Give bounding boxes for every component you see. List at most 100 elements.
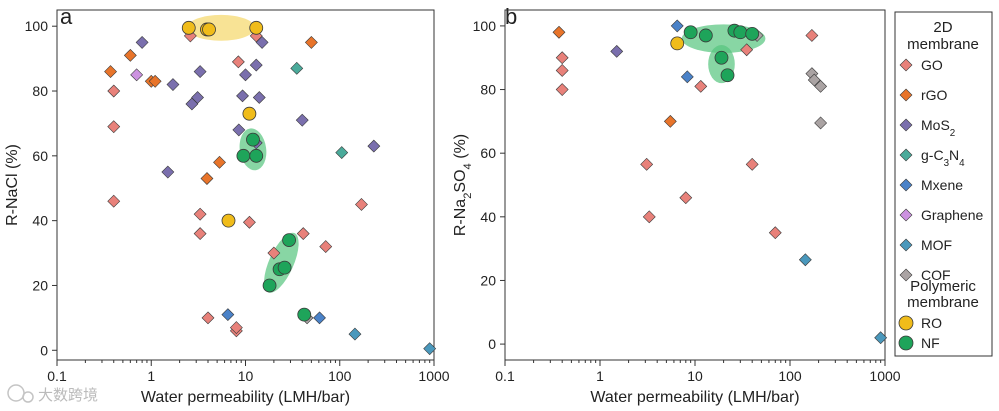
point-rgo — [213, 155, 226, 169]
legend-label-nf: NF — [921, 335, 940, 351]
point-ro — [242, 106, 257, 121]
point-ro — [202, 22, 216, 37]
legend: 2D membrane GO rGO MoS2 g-C3N4 Mxene Graphene MO… — [894, 11, 993, 357]
point-mos2 — [610, 44, 624, 58]
point-go — [640, 157, 654, 171]
legend-marker-rgo — [899, 88, 913, 102]
y-tick-label: 80 — [480, 82, 496, 98]
legend-marker-nf — [898, 335, 914, 351]
point-go — [642, 210, 656, 224]
point-go — [193, 227, 207, 241]
point-mos2 — [161, 165, 175, 179]
point-nf — [745, 26, 760, 41]
y-tick-label: 40 — [32, 213, 48, 229]
point-go — [740, 43, 754, 57]
point-mos2 — [249, 58, 263, 72]
point-mxene — [313, 311, 326, 325]
legend-heading-polymeric: Polymeric membrane — [907, 278, 979, 311]
panel-letter: a — [60, 4, 73, 29]
point-rgo — [663, 114, 677, 128]
point-ro — [181, 20, 196, 35]
legend-marker-ro — [898, 315, 914, 331]
point-mos2 — [166, 78, 180, 91]
point-ro — [670, 36, 685, 51]
legend-marker-cof — [899, 268, 913, 282]
legend-marker-mxene — [899, 178, 913, 192]
point-nf — [714, 50, 729, 65]
point-rgo — [552, 25, 566, 39]
point-nf — [236, 148, 251, 163]
point-mos2 — [239, 68, 252, 82]
point-nf — [720, 68, 735, 83]
point-go — [296, 227, 310, 241]
point-go — [555, 64, 569, 77]
x-tick-label: 10 — [238, 368, 254, 384]
point-go — [107, 84, 121, 98]
x-tick-label: 1 — [147, 368, 155, 384]
x-tick-label: 1000 — [418, 368, 449, 384]
watermark: 大数跨境 — [7, 384, 98, 404]
point-mos2 — [191, 91, 204, 104]
legend-heading-2d: 2D membrane — [907, 19, 979, 53]
y-tick-label: 80 — [32, 83, 48, 99]
point-nf — [683, 25, 698, 40]
point-go — [694, 79, 708, 93]
legend-marker-mos2 — [899, 118, 913, 132]
legend-marker-mof — [899, 238, 913, 252]
watermark-text: 大数跨境 — [38, 386, 98, 404]
point-ro — [249, 20, 264, 35]
y-tick-label: 20 — [32, 277, 48, 293]
y-tick-label: 40 — [480, 209, 496, 225]
point-go — [805, 29, 819, 42]
point-go — [768, 226, 782, 240]
legend-marker-g-c3n4 — [899, 148, 913, 162]
point-mos2 — [367, 139, 381, 153]
point-mos2 — [252, 91, 266, 104]
point-nf — [282, 233, 296, 247]
point-rgo — [200, 172, 214, 185]
point-rgo — [148, 74, 162, 88]
point-nf — [698, 28, 713, 43]
point-graphene — [130, 68, 144, 82]
point-nf — [246, 132, 260, 147]
point-nf — [733, 25, 748, 40]
point-mos2 — [193, 65, 207, 78]
legend-label-ro: RO — [921, 315, 942, 331]
point-ro — [221, 213, 236, 228]
point-go — [242, 215, 256, 229]
point-go — [107, 194, 121, 208]
x-tick-label: 1000 — [869, 368, 900, 384]
legend-label-g-c3n4: g-C3N4 — [921, 147, 965, 169]
y-axis-title: R-Na2SO4 (%) — [452, 134, 474, 236]
point-go — [319, 240, 333, 253]
y-tick-label: 0 — [40, 342, 48, 358]
point-nf — [249, 148, 264, 163]
point-rgo — [123, 48, 137, 62]
point-nf — [277, 260, 292, 275]
point-mos2 — [232, 123, 246, 137]
point-go — [355, 198, 368, 211]
legend-label-go: GO — [921, 57, 943, 73]
plot-frame — [56, 9, 435, 361]
point-nf — [297, 307, 312, 322]
x-tick-label: 0.1 — [47, 368, 67, 384]
y-tick-label: 20 — [480, 272, 496, 288]
point-go — [231, 55, 245, 69]
point-mos2 — [135, 35, 149, 49]
point-mxene — [670, 19, 684, 33]
point-go — [201, 311, 215, 325]
x-tick-label: 100 — [778, 368, 802, 384]
point-g-c3n4 — [335, 146, 349, 160]
point-cof — [814, 79, 828, 93]
point-go — [107, 120, 121, 134]
point-rgo — [304, 35, 318, 49]
legend-label-cof: COF — [921, 267, 951, 283]
legend-label-mof: MOF — [921, 237, 952, 253]
point-cof — [814, 116, 828, 130]
point-go — [193, 207, 207, 221]
point-go — [555, 51, 569, 65]
legend-marker-graphene — [899, 208, 913, 222]
point-g-c3n4 — [290, 61, 304, 75]
panel-b: b 0.1 1 10 100 1000 0 20 40 60 80 100 Water permeabi… — [452, 4, 901, 406]
